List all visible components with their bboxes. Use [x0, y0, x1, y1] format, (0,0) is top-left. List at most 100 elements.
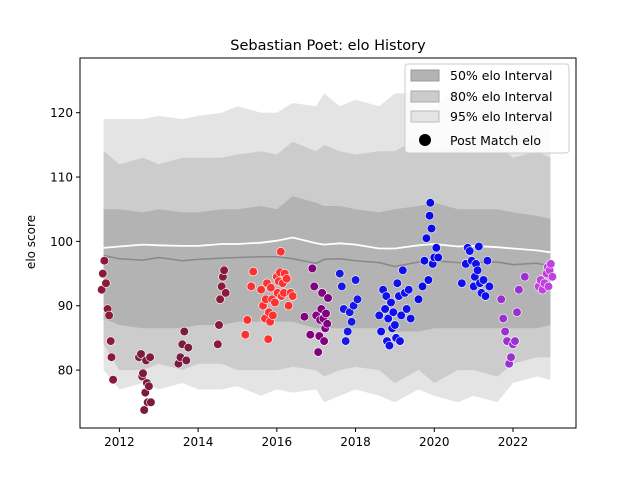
data-point — [136, 349, 146, 359]
data-point — [514, 285, 524, 295]
x-axis-ticks: 2012 2014 2016 2018 2020 2022 — [104, 428, 528, 449]
data-point — [288, 291, 298, 301]
data-point — [457, 278, 467, 288]
data-point — [240, 330, 250, 340]
data-point — [337, 281, 347, 292]
data-point — [478, 275, 489, 285]
legend-label-post-match: Post Match elo — [450, 133, 541, 148]
data-point — [484, 281, 495, 292]
data-point — [395, 336, 405, 346]
data-point — [145, 352, 155, 362]
data-point — [248, 267, 258, 277]
data-point — [256, 285, 266, 295]
data-point — [307, 263, 317, 274]
data-point — [390, 320, 400, 330]
data-point — [309, 281, 319, 292]
y-axis-label: elo score — [24, 215, 38, 269]
data-point — [276, 247, 286, 257]
data-point — [404, 285, 414, 295]
data-point — [496, 294, 506, 304]
data-point — [242, 315, 252, 325]
chart-title: Sebastian Poet: elo History — [230, 38, 426, 54]
legend: 50% elo Interval 80% elo Interval 95% el… — [404, 63, 570, 154]
data-point — [323, 293, 333, 303]
x-tick-label: 2018 — [340, 435, 371, 449]
post-match-points — [97, 198, 558, 415]
data-point — [97, 285, 107, 295]
x-tick-label: 2022 — [498, 435, 529, 449]
data-point — [546, 259, 556, 269]
data-point — [547, 272, 558, 282]
y-axis-ticks: 80 90 100 110 120 — [50, 106, 80, 378]
data-point — [146, 397, 156, 407]
mean-line — [103, 236, 551, 254]
data-point — [343, 326, 353, 337]
legend-swatch-80 — [410, 90, 440, 103]
data-point — [402, 304, 412, 314]
data-point — [181, 355, 191, 366]
data-point — [268, 310, 278, 321]
data-point — [498, 314, 508, 324]
data-point — [335, 269, 345, 279]
legend-swatch-50 — [410, 69, 440, 82]
data-point — [246, 281, 256, 292]
data-point — [299, 312, 310, 322]
data-point — [138, 368, 148, 378]
legend-label-80: 80% elo Interval — [450, 89, 552, 104]
data-point — [351, 275, 361, 285]
y-tick-label: 100 — [50, 235, 73, 249]
data-point — [319, 336, 329, 346]
data-point — [106, 336, 116, 346]
data-point — [221, 288, 231, 298]
data-point — [421, 233, 432, 243]
data-point — [215, 294, 225, 304]
data-point — [317, 288, 327, 298]
data-point — [179, 326, 189, 337]
data-point — [406, 314, 416, 324]
data-point — [99, 256, 109, 266]
data-point — [313, 347, 323, 357]
x-tick-label: 2020 — [419, 435, 450, 449]
data-point — [425, 198, 435, 208]
data-point — [500, 326, 510, 337]
legend-label-50: 50% elo Interval — [450, 68, 552, 83]
plot-area — [79, 57, 577, 429]
data-point — [284, 301, 294, 311]
y-tick-label: 90 — [58, 299, 73, 313]
data-point — [305, 330, 315, 340]
data-point — [386, 297, 396, 308]
data-point — [512, 307, 522, 317]
legend-box — [404, 63, 570, 154]
data-point — [398, 265, 408, 275]
data-point — [423, 275, 434, 285]
data-point — [392, 278, 402, 288]
data-point — [433, 252, 443, 263]
data-point — [520, 272, 530, 282]
data-point — [510, 336, 520, 346]
x-tick-label: 2016 — [262, 435, 293, 449]
data-point — [384, 341, 395, 351]
y-tick-label: 120 — [50, 106, 73, 120]
legend-label-95: 95% elo Interval — [450, 109, 552, 124]
data-point — [104, 310, 114, 321]
data-point — [322, 319, 332, 329]
y-tick-label: 110 — [50, 171, 73, 185]
data-point — [383, 314, 393, 324]
data-point — [506, 352, 516, 362]
data-point — [263, 334, 273, 344]
data-point — [465, 246, 475, 256]
data-point — [417, 281, 428, 292]
data-point — [376, 326, 386, 337]
data-point — [321, 308, 331, 319]
data-point — [482, 256, 493, 266]
data-point — [413, 294, 424, 304]
data-point — [270, 297, 280, 308]
data-point — [425, 211, 435, 221]
data-point — [341, 336, 351, 346]
data-point — [108, 375, 118, 385]
data-point — [474, 241, 484, 252]
data-point — [214, 320, 224, 330]
data-point — [431, 243, 441, 253]
data-point — [419, 256, 430, 266]
